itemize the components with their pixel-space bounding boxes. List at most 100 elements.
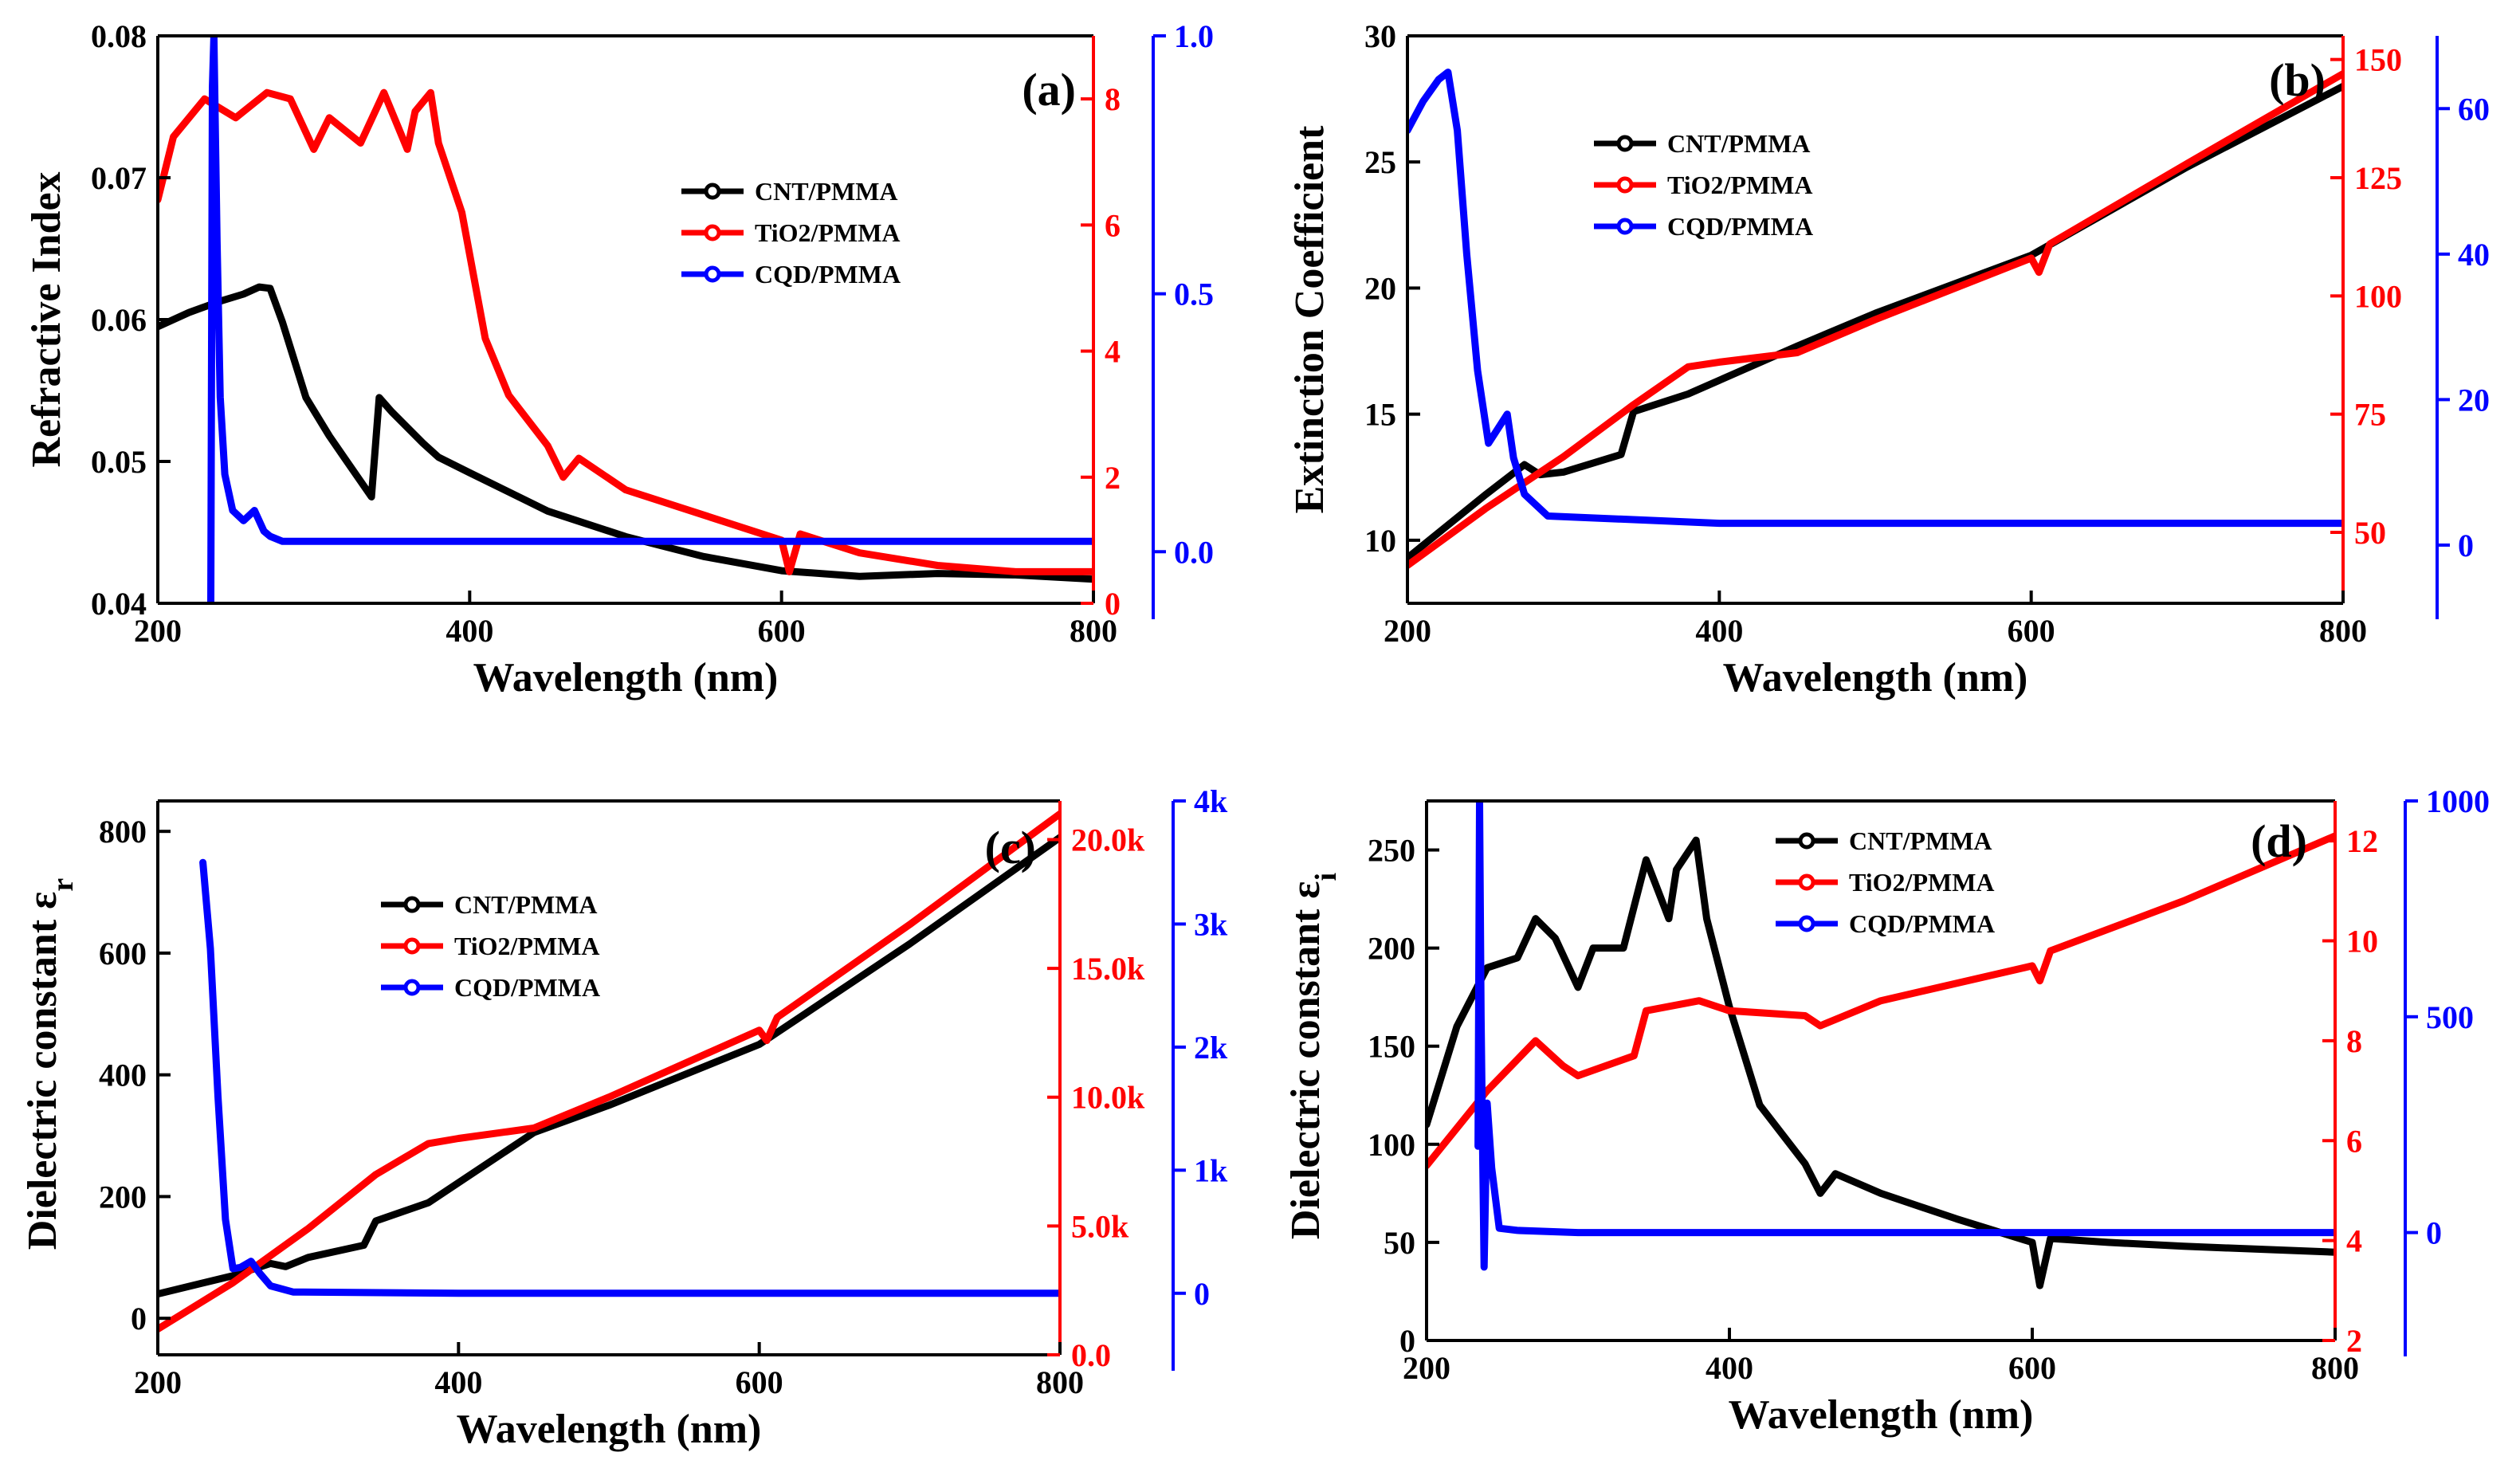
- legend-marker-tio2-pmma: [1798, 873, 1815, 891]
- left-tick-label: 200: [1368, 931, 1415, 967]
- left-tick-label: 600: [99, 936, 147, 971]
- left-tick-label: 200: [99, 1179, 147, 1215]
- x-tick-label: 400: [1695, 613, 1743, 649]
- legend-marker-cnt-pmma: [704, 183, 721, 200]
- legend-marker-cqd-pmma: [1616, 218, 1634, 235]
- left-tick-label: 100: [1368, 1127, 1415, 1163]
- series-line-tio2-pmma: [1427, 832, 2335, 1170]
- offset-tick-label: 1.0: [1174, 18, 1214, 54]
- x-tick-label: 400: [434, 1364, 482, 1400]
- x-tick-label: 800: [2311, 1350, 2359, 1386]
- series-line-cnt-pmma: [1427, 836, 2335, 1289]
- legend-label-tio2-pmma: TiO2/PMMA: [1849, 868, 1995, 897]
- legend-label-cqd-pmma: CQD/PMMA: [1667, 212, 1813, 241]
- panel-label: (a): [1022, 64, 1076, 116]
- panel-label: (c): [985, 822, 1036, 873]
- left-tick-label: 15: [1364, 397, 1396, 433]
- series-line-tio2-pmma: [158, 810, 1060, 1333]
- x-axis-title: Wavelength (nm): [473, 655, 779, 701]
- offset-tick-label: 20: [2458, 382, 2490, 418]
- right-tick-label: 8: [2346, 1023, 2362, 1059]
- right-tick-label: 20.0k: [1071, 822, 1145, 858]
- offset-tick-label: 1000: [2426, 783, 2490, 819]
- legend-label-tio2-pmma: TiO2/PMMA: [755, 218, 901, 247]
- offset-tick-label: 40: [2458, 237, 2490, 273]
- legend-marker-tio2-pmma: [704, 224, 721, 241]
- right-tick-label: 4: [2346, 1223, 2362, 1259]
- legend-label-cqd-pmma: CQD/PMMA: [1849, 909, 1995, 938]
- legend-label-cqd-pmma: CQD/PMMA: [755, 260, 901, 288]
- x-tick-label: 200: [1403, 1350, 1450, 1386]
- right-tick-label: 50: [2354, 515, 2386, 551]
- series-line-tio2-pmma: [158, 88, 1093, 575]
- panel-label: (b): [2269, 54, 2326, 106]
- left-tick-label: 50: [1384, 1225, 1415, 1261]
- left-tick-label: 800: [99, 814, 147, 850]
- legend-marker-cnt-pmma: [1798, 832, 1815, 850]
- x-tick-label: 600: [2008, 613, 2055, 649]
- series-line-cqd-pmma: [1407, 69, 2343, 528]
- x-axis-title: Wavelength (nm): [1723, 655, 2028, 701]
- x-tick-label: 200: [1384, 613, 1431, 649]
- right-tick-label: 8: [1105, 81, 1121, 117]
- y-axis-title: Dielectric constant εr: [20, 878, 80, 1250]
- x-tick-label: 600: [2008, 1350, 2056, 1386]
- legend-label-cnt-pmma: CNT/PMMA: [755, 177, 898, 206]
- left-tick-label: 0.07: [91, 160, 147, 196]
- offset-tick-label: 0.0: [1174, 534, 1214, 570]
- legend-label-tio2-pmma: TiO2/PMMA: [1667, 171, 1813, 199]
- series-line-cqd-pmma: [207, 36, 1093, 603]
- offset-tick-label: 0: [1194, 1276, 1210, 1312]
- right-tick-label: 150: [2354, 42, 2402, 78]
- right-tick-label: 2: [1105, 460, 1121, 496]
- panel-c: 200 400 600 800 Wavelength (nm) 0 200 400 600 800…: [20, 783, 1228, 1452]
- series-line-cnt-pmma: [158, 834, 1060, 1298]
- x-tick-label: 200: [134, 613, 182, 649]
- offset-tick-label: 0: [2458, 528, 2474, 563]
- offset-tick-label: 4k: [1194, 783, 1228, 819]
- left-tick-label: 0.06: [91, 302, 147, 338]
- right-tick-label: 5.0k: [1071, 1208, 1129, 1244]
- x-tick-label: 800: [1036, 1364, 1084, 1400]
- left-tick-label: 0.05: [91, 444, 147, 480]
- legend-marker-tio2-pmma: [403, 937, 421, 955]
- y-axis-title: Dielectric constant εi: [1283, 873, 1343, 1239]
- legend-marker-cnt-pmma: [1616, 135, 1634, 152]
- offset-tick-label: 2k: [1194, 1030, 1228, 1066]
- x-tick-label: 800: [1070, 613, 1117, 649]
- offset-tick-label: 60: [2458, 91, 2490, 127]
- legend-marker-cnt-pmma: [403, 896, 421, 913]
- left-tick-label: 400: [99, 1058, 147, 1093]
- right-tick-label: 4: [1105, 334, 1121, 370]
- offset-tick-label: 0: [2426, 1215, 2442, 1251]
- x-tick-label: 400: [1706, 1350, 1753, 1386]
- offset-tick-label: 0.5: [1174, 277, 1214, 312]
- legend-marker-tio2-pmma: [1616, 176, 1634, 194]
- legend-marker-cqd-pmma: [403, 979, 421, 996]
- left-tick-label: 30: [1364, 18, 1396, 54]
- right-tick-label: 75: [2354, 397, 2386, 433]
- right-tick-label: 12: [2346, 823, 2378, 859]
- left-tick-label: 20: [1364, 270, 1396, 306]
- legend-label-cnt-pmma: CNT/PMMA: [454, 890, 598, 919]
- left-tick-label: 150: [1368, 1029, 1415, 1065]
- left-tick-label: 10: [1364, 523, 1396, 559]
- x-tick-label: 400: [446, 613, 493, 649]
- x-axis-title: Wavelength (nm): [457, 1407, 762, 1452]
- right-tick-label: 0.0: [1071, 1337, 1111, 1373]
- x-tick-label: 600: [758, 613, 806, 649]
- right-tick-label: 0: [1105, 586, 1121, 622]
- left-tick-label: 0.08: [91, 18, 147, 54]
- left-tick-label: 0: [131, 1301, 147, 1336]
- right-tick-label: 15.0k: [1071, 951, 1145, 987]
- left-tick-label: 0.04: [91, 586, 147, 622]
- legend-marker-cqd-pmma: [704, 265, 721, 283]
- y-axis-title: Extinction Coefficient: [1287, 125, 1333, 513]
- left-tick-label: 250: [1368, 833, 1415, 869]
- legend-label-cqd-pmma: CQD/PMMA: [454, 973, 600, 1002]
